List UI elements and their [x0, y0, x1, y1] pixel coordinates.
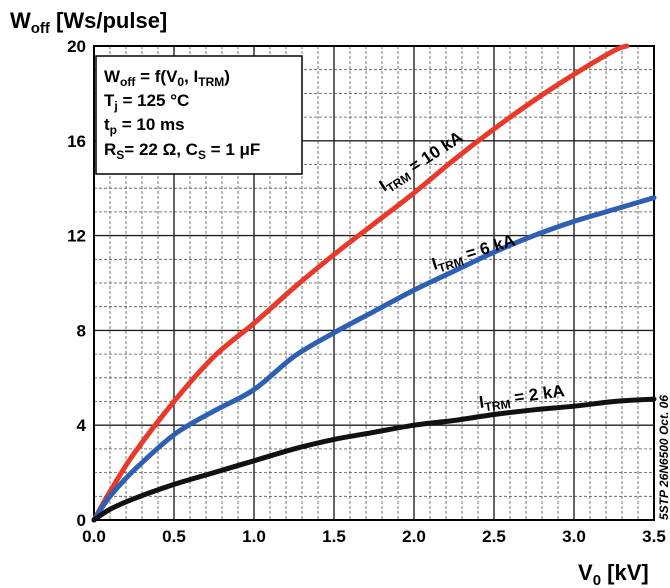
condition-function: Woff = f(V0, ITRM) — [104, 67, 230, 89]
y-tick-label: 0 — [77, 511, 86, 530]
y-tick-label: 16 — [67, 132, 86, 151]
series-line-2 — [91, 396, 657, 523]
condition-pulse-time: tp = 10 ms — [104, 115, 185, 137]
series-line-0 — [91, 43, 630, 523]
x-tick-label: 0.5 — [162, 527, 186, 546]
x-tick-label: 2.5 — [482, 527, 506, 546]
y-tick-label: 8 — [77, 321, 86, 340]
condition-temperature: Tj = 125 °C — [104, 91, 189, 113]
curve-label-6ka: ITRM = 6 kA — [430, 231, 519, 277]
y-tick-label: 12 — [67, 227, 86, 246]
conditions-box: Woff = f(V0, ITRM) Tj = 125 °C tp = 10 m… — [95, 55, 303, 175]
condition-snubber: RS= 22 Ω, CS = 1 μF — [104, 140, 260, 162]
x-tick-label: 3.5 — [642, 527, 666, 546]
series-line-1 — [91, 195, 657, 523]
data-series — [91, 43, 657, 523]
x-tick-label: 1.5 — [322, 527, 346, 546]
x-tick-labels: 0.0 0.5 1.0 1.5 2.0 2.5 3.0 3.5 — [82, 527, 666, 546]
x-tick-label: 3.0 — [562, 527, 586, 546]
conditions-box-frame — [95, 55, 303, 175]
x-axis-title: V0 [kV] — [578, 560, 649, 588]
y-axis-title: Woff [Ws/pulse] — [10, 8, 167, 37]
y-tick-label: 4 — [77, 416, 87, 435]
x-tick-label: 0.0 — [82, 527, 106, 546]
x-tick-label: 2.0 — [402, 527, 426, 546]
x-tick-label: 1.0 — [242, 527, 266, 546]
plot-frame — [93, 45, 655, 521]
y-tick-labels: 0 4 8 12 16 20 — [67, 37, 86, 530]
document-code: 5STP 26N6500 Oct. 06 — [657, 395, 670, 520]
y-tick-label: 20 — [67, 37, 86, 56]
